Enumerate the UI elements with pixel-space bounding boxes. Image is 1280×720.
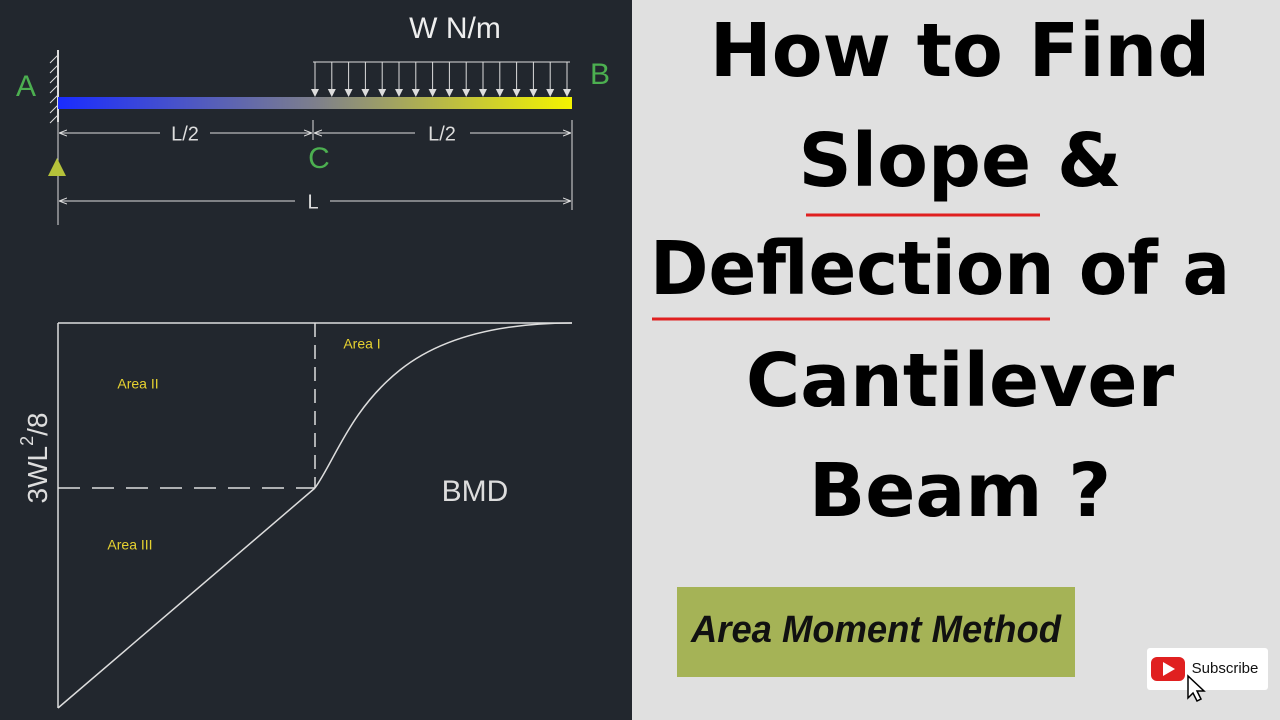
moment-sup: 2 <box>17 436 37 446</box>
title-line: Slope & <box>799 118 1122 204</box>
title-line: Cantilever <box>746 338 1175 424</box>
load-arrow-head <box>462 89 471 97</box>
point-label: A <box>16 70 36 103</box>
load-arrow-head <box>479 89 487 97</box>
dimension-label: L/2 <box>428 123 456 145</box>
dimension-label: L <box>307 191 318 213</box>
load-arrow-head <box>529 89 538 97</box>
subscribe-text[interactable]: Subscribe <box>1192 660 1259 677</box>
moment-label: 3WL2/8 <box>17 413 54 504</box>
moment-base: 3WL <box>22 446 53 504</box>
point-label: B <box>590 58 610 91</box>
title-line: Beam ? <box>809 448 1111 534</box>
load-arrow-head <box>495 89 504 97</box>
beam-diagram <box>48 50 573 225</box>
title: How to Find Slope & Deflection of a Cantile… <box>650 8 1230 534</box>
badge <box>677 587 1075 677</box>
load-arrow-head <box>512 89 521 97</box>
load-label: W N/m <box>409 12 501 45</box>
load-arrow-head <box>344 89 353 97</box>
area-label: Area II <box>117 376 158 392</box>
area-label: Area I <box>343 336 380 352</box>
load-arrow-head <box>563 89 571 97</box>
badge-text: Area Moment Method <box>690 609 1062 651</box>
point-label: C <box>308 142 330 175</box>
dimension-label: L/2 <box>171 123 199 145</box>
title-line: Deflection of a <box>650 226 1230 312</box>
load-arrow-head <box>395 89 403 97</box>
load-arrow-head <box>361 89 370 97</box>
load-arrow-head <box>311 89 319 97</box>
area-label: Area III <box>107 537 152 553</box>
bmd-label: BMD <box>442 475 509 508</box>
moment-tail: /8 <box>22 413 53 436</box>
bmd-diagram <box>57 322 573 709</box>
title-line: How to Find <box>710 8 1210 94</box>
load-arrow-head <box>546 89 555 97</box>
subscribe-button[interactable]: Subscribe <box>1147 648 1268 703</box>
load-arrow-head <box>428 89 437 97</box>
load-arrow-head <box>327 89 336 97</box>
left-panel <box>0 0 632 720</box>
load-arrow-head <box>411 89 420 97</box>
load-arrow-head <box>445 89 454 97</box>
load-arrow-head <box>378 89 387 97</box>
